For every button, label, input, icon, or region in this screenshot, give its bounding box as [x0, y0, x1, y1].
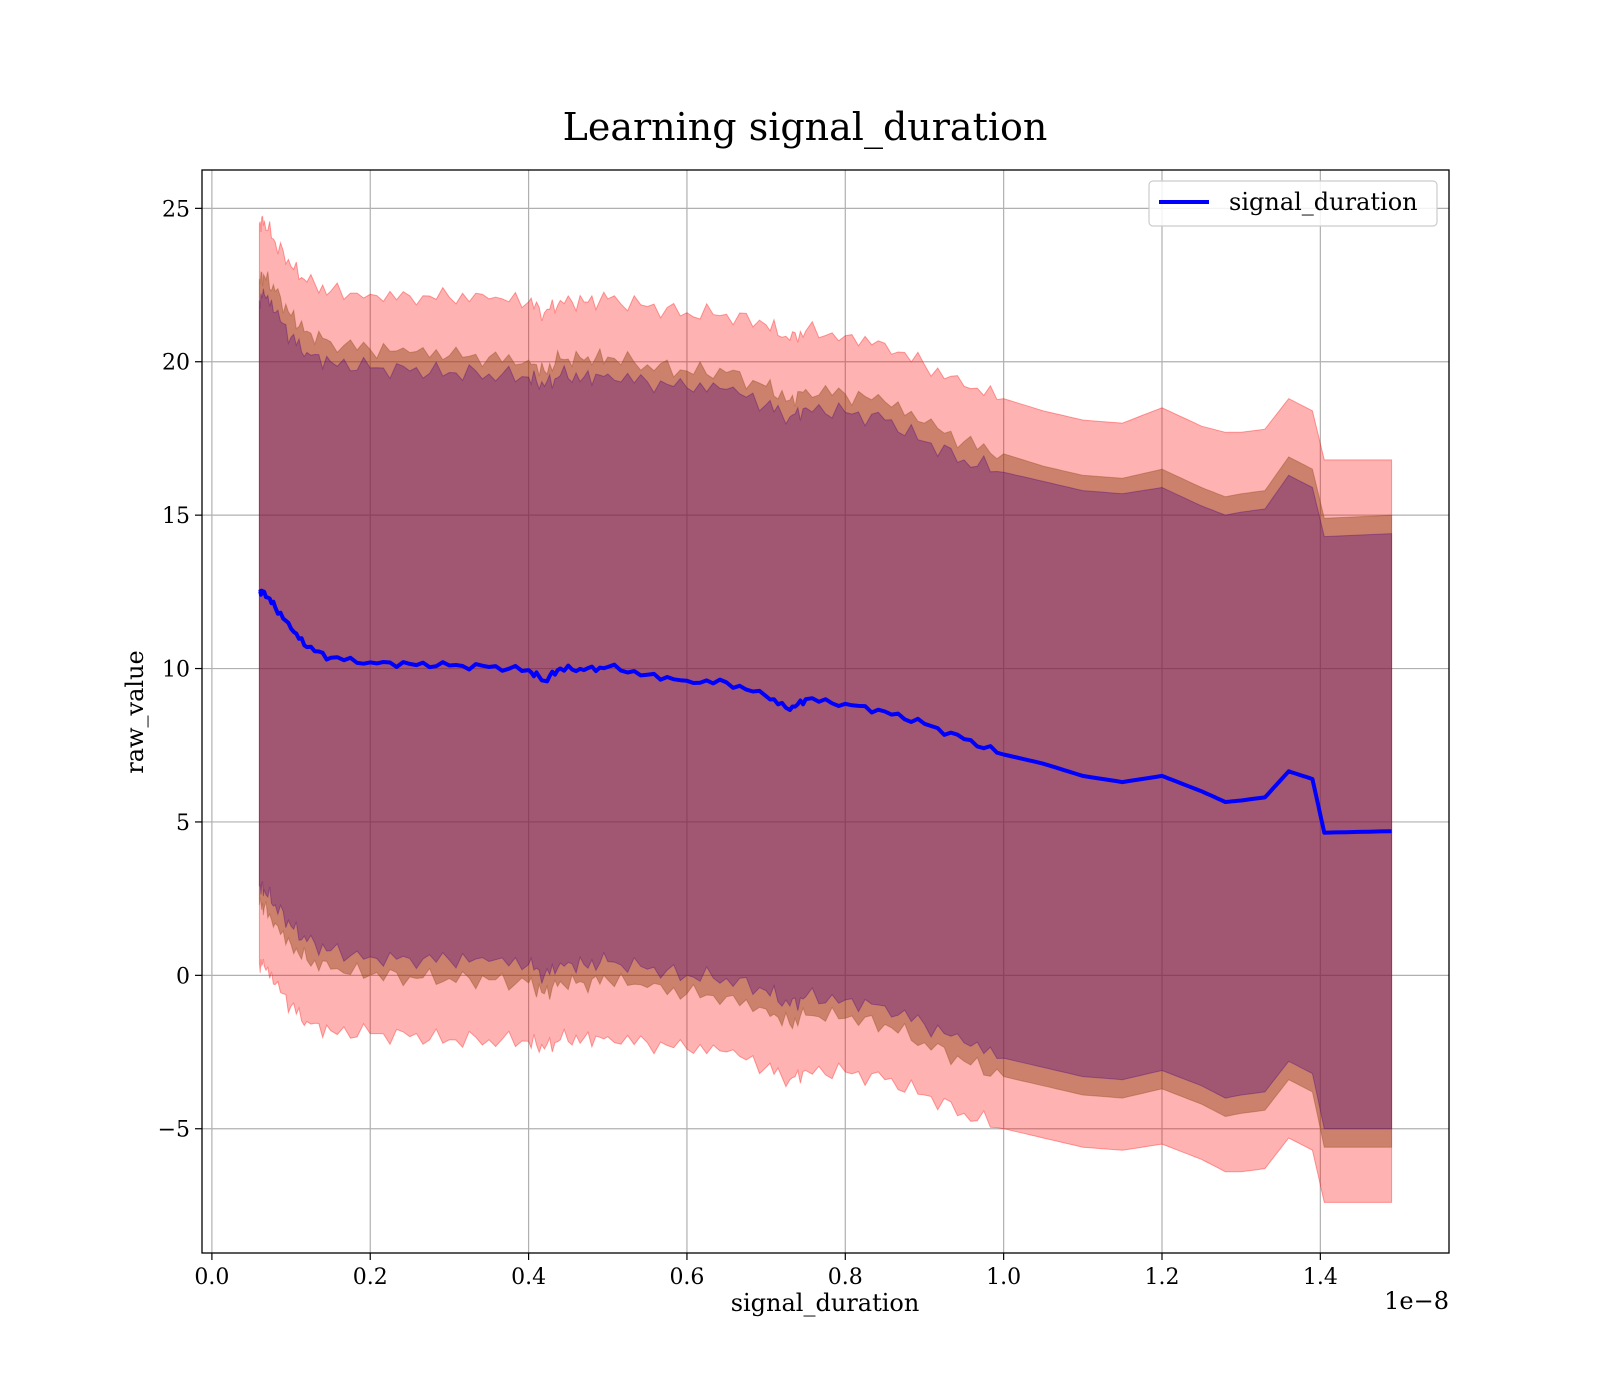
x-tick-label: 0.4 [511, 1265, 546, 1290]
band-outer-0 [258, 215, 1393, 1203]
x-tick-label: 0.6 [669, 1265, 704, 1290]
x-tick-label: 0.2 [353, 1265, 388, 1290]
x-tick-label: 1.2 [1144, 1265, 1179, 1290]
x-tick-label: 1.4 [1303, 1265, 1338, 1290]
series-lines [258, 588, 1392, 835]
axis-ticks: 0.0 0.2 0.4 0.6 0.8 1.0 1.2 1.4 −5 0 5 10 15 20 25 [158, 197, 1338, 1290]
x-axis-label: signal_duration [731, 1289, 920, 1317]
y-tick-label: 5 [176, 811, 190, 836]
x-tick-label: 0.8 [828, 1265, 863, 1290]
y-tick-label: 15 [162, 504, 190, 529]
series-line-0 [258, 588, 1392, 835]
y-axis-label: raw_value [121, 650, 149, 774]
confidence-bands [258, 215, 1393, 1203]
grid [202, 170, 1449, 1253]
legend: signal_duration [1148, 180, 1438, 227]
y-tick-label: 10 [162, 658, 190, 683]
band-middle-2 [258, 271, 1393, 1148]
x-tick-label: 0.0 [194, 1265, 229, 1290]
plot-frame [201, 169, 1450, 1254]
y-tick-label: 25 [162, 197, 190, 222]
band-inner-3 [258, 288, 1393, 1130]
legend-label: signal_duration [1229, 188, 1418, 216]
legend-box [1148, 180, 1438, 227]
y-tick-label: 20 [162, 351, 190, 376]
x-offset-label: 1e−8 [1384, 1287, 1449, 1315]
y-tick-label: −5 [158, 1118, 190, 1143]
chart-title: Learning signal_duration [563, 105, 1048, 150]
y-tick-label: 0 [176, 964, 190, 989]
x-tick-label: 1.0 [986, 1265, 1021, 1290]
